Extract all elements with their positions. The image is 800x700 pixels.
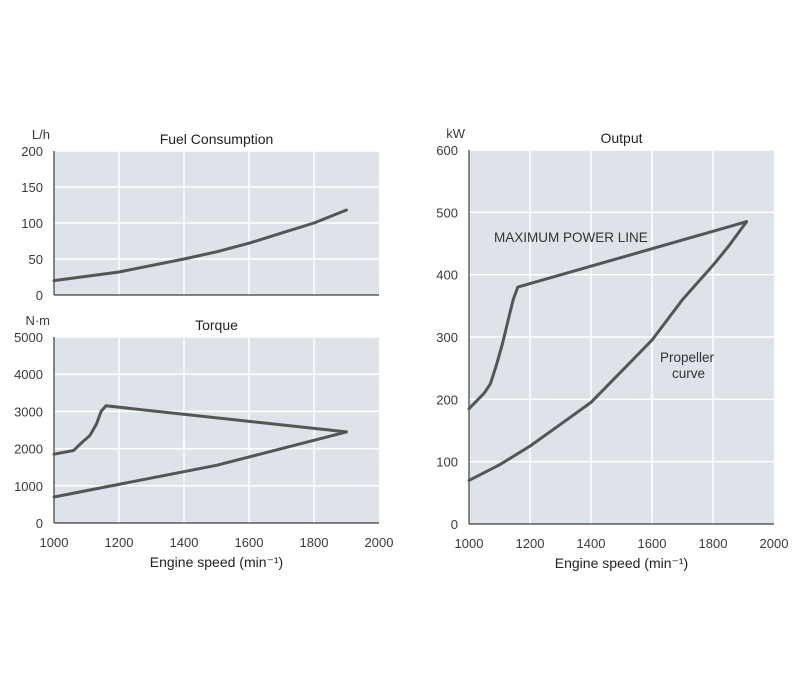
output-annotation: MAXIMUM POWER LINE [494, 230, 648, 245]
torque-x-axis-label: Engine speed (min⁻¹) [150, 554, 283, 570]
output-xtick-label: 1800 [699, 536, 728, 551]
output-series-maximum-power-line [467, 220, 748, 411]
torque-xtick-label: 2000 [365, 535, 394, 550]
torque-xtick-label: 1200 [105, 535, 134, 550]
torque-xtick-label: 1800 [300, 535, 329, 550]
output-xtick-label: 1600 [638, 536, 667, 551]
output-chart-title: Output [600, 130, 642, 146]
output-series-propeller-curve [467, 220, 748, 482]
torque-ytick-label: 3000 [14, 404, 43, 419]
fuel-ytick-label: 50 [29, 252, 43, 267]
torque-unit-label: N·m [25, 313, 50, 328]
fuel-ytick-label: 100 [21, 216, 43, 231]
output-x-axis-label: Engine speed (min⁻¹) [555, 555, 688, 571]
output-ytick-label: 500 [436, 205, 458, 220]
torque-ytick-label: 2000 [14, 442, 43, 457]
output-ytick-label: 0 [451, 517, 458, 532]
output-xtick-label: 1200 [516, 536, 545, 551]
fuel-ytick-label: 150 [21, 180, 43, 195]
output-ytick-label: 100 [436, 455, 458, 470]
fuel-ytick-label: 200 [21, 144, 43, 159]
output-annotation: Propeller [660, 350, 715, 365]
torque-series-torque [52, 404, 348, 499]
torque-xtick-label: 1600 [235, 535, 264, 550]
torque-ytick-label: 0 [36, 516, 43, 531]
torque-ytick-label: 5000 [14, 330, 43, 345]
fuel-ytick-label: 0 [36, 288, 43, 303]
output-unit-label: kW [446, 126, 466, 141]
torque-ytick-label: 4000 [14, 367, 43, 382]
output-ytick-label: 300 [436, 330, 458, 345]
output-ytick-label: 600 [436, 143, 458, 158]
torque-xtick-label: 1000 [40, 535, 69, 550]
fuel-chart-title: Fuel Consumption [160, 131, 274, 147]
output-ytick-label: 200 [436, 392, 458, 407]
output-xtick-label: 1400 [577, 536, 606, 551]
torque-xtick-label: 1400 [170, 535, 199, 550]
torque-ytick-label: 1000 [14, 479, 43, 494]
fuel-series-fuel-consumption [52, 208, 348, 283]
output-xtick-label: 1000 [455, 536, 484, 551]
output-annotation: curve [672, 366, 705, 381]
fuel-unit-label: L/h [32, 127, 50, 142]
output-ytick-label: 400 [436, 268, 458, 283]
output-xtick-label: 2000 [760, 536, 789, 551]
torque-chart-title: Torque [195, 317, 238, 333]
